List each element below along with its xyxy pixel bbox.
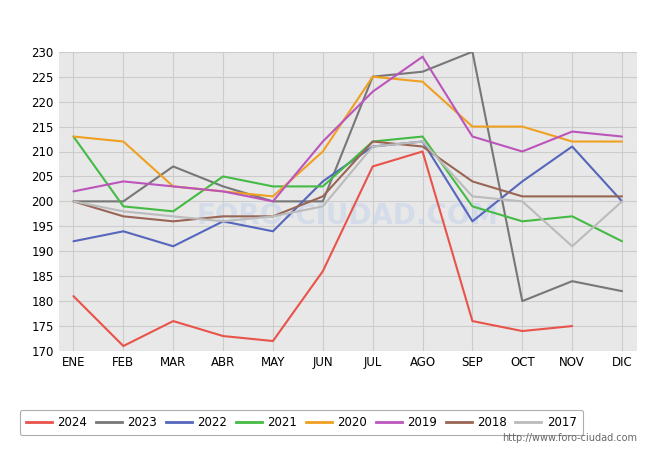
Text: FORO-CIUDAD.COM: FORO-CIUDAD.COM	[197, 202, 499, 230]
Text: Afiliados en Deleitosa a 30/11/2024: Afiliados en Deleitosa a 30/11/2024	[177, 14, 473, 33]
Text: http://www.foro-ciudad.com: http://www.foro-ciudad.com	[502, 433, 637, 443]
Legend: 2024, 2023, 2022, 2021, 2020, 2019, 2018, 2017: 2024, 2023, 2022, 2021, 2020, 2019, 2018…	[20, 410, 583, 435]
